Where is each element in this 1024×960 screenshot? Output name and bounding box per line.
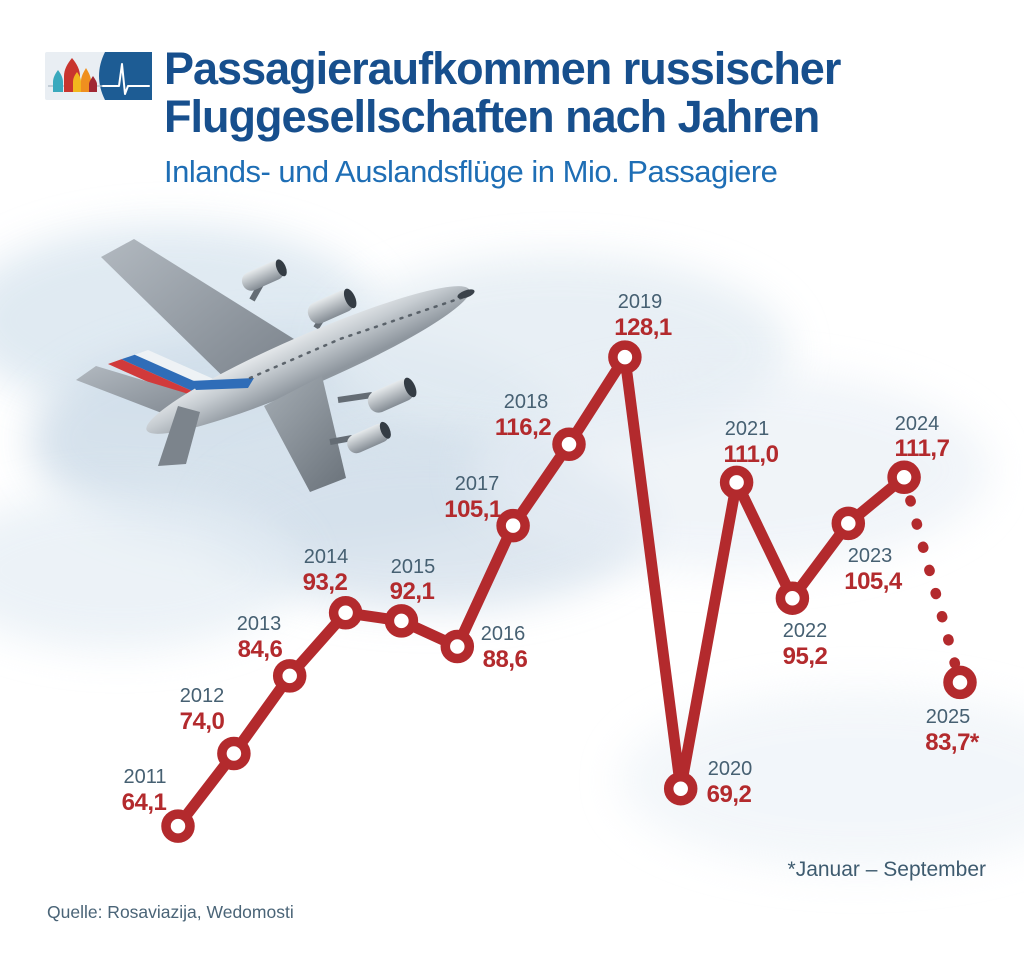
value-label-2013: 84,6: [238, 636, 283, 663]
data-point-2017: [496, 508, 530, 543]
value-label-2024: 111,7: [895, 435, 950, 462]
value-label-2012: 74,0: [180, 708, 225, 735]
year-label-2017: 2017: [455, 473, 500, 495]
value-label-2014: 93,2: [303, 569, 348, 596]
year-label-2022: 2022: [783, 620, 828, 642]
year-label-2019: 2019: [618, 291, 663, 313]
year-label-2021: 2021: [725, 418, 770, 440]
year-label-2013: 2013: [237, 613, 282, 635]
year-label-2025: 2025: [926, 706, 971, 728]
brand-logo: [45, 52, 152, 100]
year-label-2024: 2024: [895, 413, 940, 435]
value-label-2011: 64,1: [122, 789, 167, 816]
data-point-2022: [775, 581, 810, 615]
year-label-2015: 2015: [391, 556, 436, 578]
value-label-2020: 69,2: [707, 781, 752, 808]
airplane-cockpit: [457, 289, 475, 299]
value-label-2015: 92,1: [390, 578, 435, 605]
footnote-january-september: *Januar – September: [787, 858, 986, 881]
page-title-line2: Fluggesellschaften nach Jahren: [164, 91, 820, 142]
header: Passagieraufkommen russischer Fluggesell…: [164, 45, 1004, 190]
value-label-2021: 111,0: [724, 441, 779, 468]
airplane-illustration: [76, 239, 475, 492]
airplane-engine-icon: [241, 259, 287, 291]
data-point-2021: [719, 465, 754, 500]
data-point-2015: [384, 604, 419, 638]
value-label-2017: 105,1: [444, 496, 502, 523]
airplane-engine-icon: [347, 421, 391, 454]
airplane-wing-right: [264, 376, 346, 492]
value-label-2018: 116,2: [495, 414, 551, 441]
year-label-2012: 2012: [180, 685, 225, 707]
data-point-2013: [272, 659, 307, 693]
data-point-2019: [608, 340, 642, 374]
page-title-line1: Passagieraufkommen russischer: [164, 43, 841, 94]
data-point-2020: [663, 771, 698, 806]
airplane-engine-icon: [367, 377, 417, 413]
data-point-2016: [440, 629, 475, 664]
year-label-2020: 2020: [708, 758, 753, 780]
data-point-2012: [217, 736, 251, 771]
data-point-2023: [831, 506, 866, 541]
value-label-2022: 95,2: [783, 643, 828, 670]
page-subtitle: Inlands- und Auslandsflüge in Mio. Passa…: [164, 154, 778, 189]
value-label-2023: 105,4: [844, 568, 903, 595]
airplane-fuselage: [146, 286, 470, 434]
source-credit: Quelle: Rosaviazija, Wedomosti: [47, 902, 294, 922]
logo-blue-panel: [99, 52, 152, 100]
year-label-2016: 2016: [481, 623, 526, 645]
value-label-2019: 128,1: [614, 314, 672, 341]
heartbeat-icon: [102, 63, 150, 95]
airplane-windows: [248, 295, 466, 380]
value-label-2025: 83,7*: [925, 729, 980, 756]
data-point-2024: [887, 460, 921, 495]
year-label-2011: 2011: [123, 766, 166, 788]
data-point-2018: [552, 427, 586, 462]
data-point-2025: [943, 665, 977, 700]
data-point-2011: [161, 809, 195, 843]
cathedral-icon: [53, 58, 97, 92]
airplane-engine-icon: [307, 288, 357, 324]
year-label-2023: 2023: [848, 545, 893, 567]
value-label-2016: 88,6: [483, 646, 528, 673]
data-point-2014: [328, 596, 363, 630]
year-label-2014: 2014: [304, 546, 349, 568]
year-label-2018: 2018: [504, 391, 549, 413]
